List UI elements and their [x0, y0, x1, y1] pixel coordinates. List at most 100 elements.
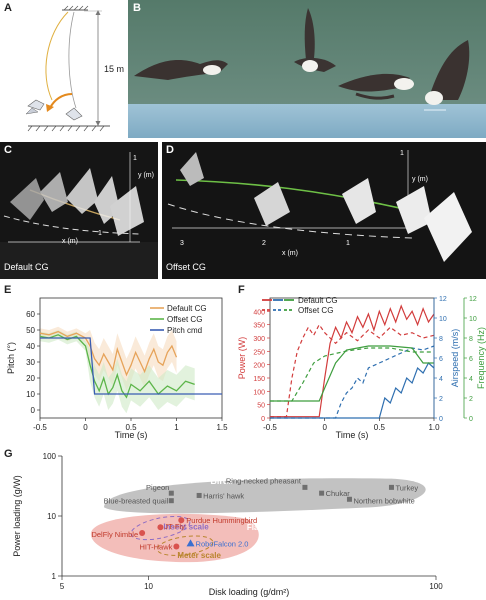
panel-d-tick-y: 1 — [400, 150, 404, 157]
osprey-4-icon — [424, 40, 470, 111]
y-tick-label: 0 — [31, 406, 36, 415]
y-right1-tick-label: 8 — [439, 336, 443, 343]
y-right2-tick-label: 10 — [469, 316, 477, 323]
osprey-1-icon — [134, 60, 228, 80]
panel-d-tick-x-3: 3 — [180, 240, 184, 247]
series-line-frequency-default — [270, 345, 434, 402]
y-right2-tick-label: 2 — [469, 396, 473, 403]
legend-label: Pitch cmd — [167, 326, 202, 335]
panel-d-tick-x-1: 1 — [346, 240, 350, 247]
height-label: 15 m — [104, 64, 125, 74]
y-left-tick-label: 150 — [253, 376, 265, 383]
bird-point — [168, 498, 174, 504]
x-tick-label: 0 — [83, 423, 88, 432]
x-tick-label: 0.5 — [374, 423, 386, 432]
bird-point — [196, 492, 202, 498]
series-line-2 — [40, 337, 222, 395]
panel-c-y-axis-label: y (m) — [138, 172, 154, 179]
panel-label-d: D — [166, 144, 174, 156]
series-line-airspeed-default — [270, 362, 435, 419]
y-tick-label: 10 — [26, 390, 35, 399]
group-label-meter-scale: Meter scale — [177, 551, 221, 560]
y-left-tick-label: 250 — [253, 349, 265, 356]
group-label-flapping-robots: Flapping robots — [247, 523, 308, 532]
panel-b-photo — [128, 0, 486, 138]
x-tick-label: 1.5 — [216, 423, 228, 432]
point-label: DelFly Nimble — [91, 530, 138, 539]
panel-c-x-axis-label: x (m) — [62, 238, 78, 245]
y-left-axis-label: Power (W) — [237, 337, 247, 380]
y-tick-label: 30 — [26, 358, 35, 367]
series-line-airspeed-offset — [270, 345, 435, 419]
panel-label-c: C — [4, 144, 12, 156]
x-tick-label: 100 — [429, 582, 443, 591]
y-right1-axis-label: Airspeed (m/s) — [450, 329, 460, 388]
series-line-frequency-offset — [270, 347, 434, 402]
panel-c-tick-y: 1 — [133, 155, 137, 162]
x-tick-label: -0.5 — [33, 423, 47, 432]
drone-right-icon — [65, 107, 83, 121]
robots-region — [90, 513, 259, 563]
y-tick-label: 60 — [26, 310, 35, 319]
point-label: RoboFalcon 2.0 — [196, 539, 249, 548]
y-right2-tick-label: 12 — [469, 296, 477, 303]
panel-label-e: E — [4, 284, 12, 296]
robot-point — [157, 524, 164, 531]
panel-label-a: A — [4, 2, 12, 14]
point-label: JT-Fly — [164, 522, 185, 531]
y-left-tick-label: 400 — [253, 309, 265, 316]
group-label-birds: Birds — [210, 476, 233, 486]
y-axis-label: Pitch (°) — [6, 342, 16, 374]
series-line-power-offset — [270, 323, 435, 418]
panel-label-f: F — [238, 284, 245, 296]
group-label-insect-scale: Insect scale — [163, 522, 209, 531]
point-label: Chukar — [326, 489, 351, 498]
y-tick-label: 100 — [43, 452, 57, 461]
robot-point — [173, 543, 180, 550]
y-right1-tick-label: 4 — [439, 376, 443, 383]
robot-snapshot-icon — [10, 168, 144, 236]
y-tick-label: 10 — [47, 512, 56, 521]
y-left-tick-label: 300 — [253, 336, 265, 343]
birds-region — [104, 478, 426, 514]
point-label: HIT-Hawk — [139, 543, 172, 552]
chart-e: -0.5 0 0.5 1 1.5 0 10 20 30 40 50 60 Time (s) Pitch (… — [6, 297, 228, 440]
robot-point — [178, 517, 185, 524]
drone-left-icon — [25, 99, 45, 115]
panel-d-y-axis-label: y (m) — [412, 176, 428, 183]
x-tick-label: 1 — [174, 423, 179, 432]
y-right1-tick-label: 6 — [439, 356, 443, 363]
x-tick-label: 0 — [322, 423, 327, 432]
bird-point — [346, 496, 352, 502]
panel-c-caption: Default CG — [4, 262, 49, 272]
y-right2-axis-label: Frequency (Hz) — [476, 327, 486, 389]
panel-d-x-axis-label: x (m) — [282, 250, 298, 257]
chart-g: 5 10 100 1 10 100 Disk loading (g/dm²) Power lo… — [12, 452, 443, 597]
legend-label: Default CG — [298, 296, 338, 305]
osprey-3-icon — [338, 73, 414, 100]
panel-a-diagram — [25, 5, 110, 132]
x-tick-label: 0.5 — [125, 423, 137, 432]
x-tick-label: 1.0 — [428, 423, 440, 432]
x-axis-label: Disk loading (g/dm²) — [209, 587, 290, 597]
y-left-tick-label: 50 — [257, 403, 265, 410]
y-tick-label: 50 — [26, 326, 35, 335]
point-label: Northern bobwhite — [353, 496, 414, 505]
bird-point — [168, 490, 174, 496]
y-right1-tick-label: 0 — [439, 416, 443, 423]
chart-f: -0.5 0 0.5 1.005010015020025030035040002468… — [237, 296, 486, 440]
y-right2-tick-label: 0 — [469, 416, 473, 423]
robot-snapshot-icon — [180, 152, 472, 262]
y-tick-label: 1 — [52, 572, 57, 581]
legend-label: Default CG — [167, 304, 207, 313]
point-label: Pigeon — [146, 483, 169, 492]
legend-label: Offset CG — [167, 315, 202, 324]
insect-scale-outline — [130, 515, 191, 541]
panel-d-tick-x-2: 2 — [262, 240, 266, 247]
point-label: Harris' hawk — [203, 491, 244, 500]
point-label: Ring-necked pheasant — [226, 476, 302, 485]
y-left-tick-label: 200 — [253, 363, 265, 370]
panel-d-caption: Offset CG — [166, 262, 206, 272]
series-line-0 — [39, 330, 178, 377]
panel-c-photo — [0, 142, 158, 279]
